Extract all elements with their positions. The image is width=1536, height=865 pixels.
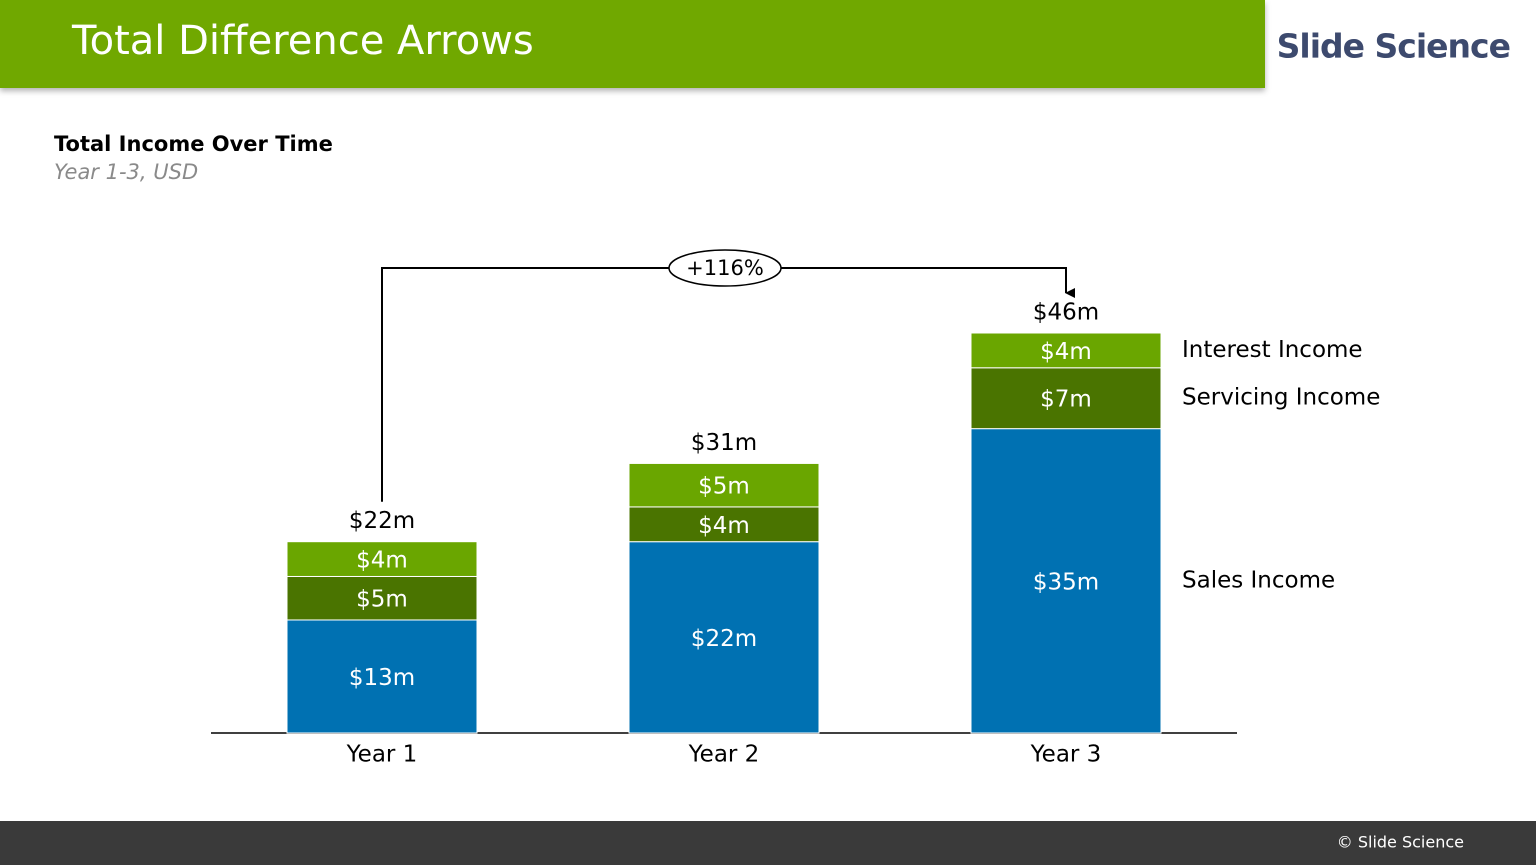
value-label: $13m (349, 665, 415, 691)
x-tick-label: Year 3 (1030, 742, 1102, 768)
value-label: $4m (1040, 339, 1092, 365)
bar-segment (286, 619, 478, 734)
bar-segment (628, 506, 820, 543)
annotation: +116% (686, 256, 764, 280)
bar-segment (628, 462, 820, 508)
total-label: $31m (691, 430, 757, 456)
value-label: $22m (691, 626, 757, 652)
bar-segment (286, 541, 478, 577)
bar-segment (970, 428, 1162, 734)
value-label: $5m (698, 474, 750, 500)
logo: Slide Science (1277, 27, 1510, 66)
value-label: $4m (698, 513, 750, 539)
value-label: $4m (356, 548, 408, 574)
x-tick-label: Year 2 (688, 742, 760, 768)
series-label: Interest Income (1182, 337, 1363, 363)
bar-segment (628, 541, 820, 734)
footer-text: © Slide Science (1337, 833, 1464, 852)
value-label: $35m (1033, 569, 1099, 595)
annotation-bubble (668, 249, 782, 287)
series-label: Servicing Income (1182, 385, 1380, 411)
footer-bar (0, 821, 1536, 865)
value-label: $5m (356, 587, 408, 613)
value-label: $7m (1040, 387, 1092, 413)
header-bar (0, 0, 1265, 88)
chart-subtitle: Year 1-3, USD (54, 160, 198, 184)
series-label: Sales Income (1182, 567, 1335, 593)
bar-segment (970, 332, 1162, 369)
bar-segment (970, 367, 1162, 430)
total-label: $22m (349, 508, 415, 534)
header-title: Total Difference Arrows (71, 18, 534, 64)
bar-segment (286, 575, 478, 621)
chart-title: Total Income Over Time (54, 132, 333, 156)
x-tick-label: Year 1 (346, 742, 418, 768)
total-label: $46m (1033, 300, 1099, 326)
